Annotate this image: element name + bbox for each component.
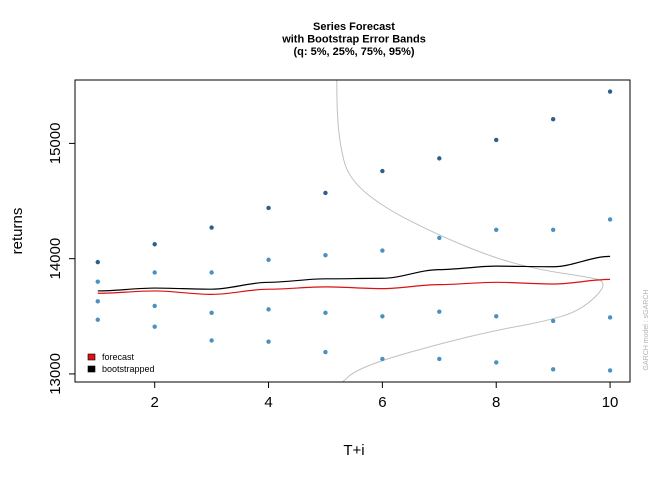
quantile-point-q1-t6: [380, 168, 385, 174]
quantile-point-q4-t3: [209, 338, 214, 343]
quantile-point-q3-t10: [607, 315, 613, 320]
y-tick-label-14000: 14000: [47, 238, 64, 280]
quantile-point-q3-t7: [437, 309, 442, 314]
legend: forecast bootstrapped: [87, 352, 155, 374]
density-curve: [336, 80, 604, 382]
x-tick-label-2: 2: [151, 394, 159, 411]
x-tick-label-6: 6: [378, 394, 386, 411]
quantile-point-q1-t2: [152, 242, 157, 247]
x-axis-label: T+i: [343, 442, 364, 459]
series-lines-layer: [97, 255, 611, 295]
series-line-forecast: [97, 278, 611, 295]
quantile-point-q2-t9: [550, 227, 556, 233]
quantile-point-q4-t2: [152, 324, 157, 329]
model-note: GARCH model : sGARCH: [643, 290, 650, 371]
quantile-point-q2-t2: [152, 270, 157, 275]
legend-swatch-forecast: [87, 353, 96, 361]
quantile-point-q4-t9: [550, 367, 556, 372]
quantile-point-q4-t8: [494, 360, 499, 365]
legend-label-forecast: forecast: [102, 352, 135, 362]
quantile-point-q4-t4: [266, 339, 271, 344]
quantile-point-q3-t9: [550, 318, 556, 324]
quantile-point-q3-t4: [266, 307, 271, 312]
quantile-point-q1-t3: [209, 225, 214, 230]
density-layer: [336, 80, 604, 382]
plot-frame: [74, 79, 631, 383]
x-tick-label-4: 4: [264, 394, 272, 411]
quantile-point-q1-t1: [95, 259, 100, 265]
x-tick-label-8: 8: [492, 394, 500, 411]
y-axis-label: returns: [9, 208, 26, 255]
quantile-point-q3-t2: [152, 303, 157, 309]
quantile-point-q3-t1: [95, 299, 100, 304]
quantile-point-q3-t6: [380, 314, 385, 319]
quantile-point-q2-t1: [95, 279, 100, 284]
quantile-point-q2-t3: [209, 270, 214, 275]
series-line-bootstrapped: [97, 255, 611, 292]
x-tick-label-10: 10: [602, 394, 619, 411]
quantile-point-q3-t8: [494, 314, 499, 319]
legend-swatch-bootstrapped: [87, 365, 96, 373]
quantile-point-q4-t10: [607, 368, 613, 373]
y-tick-label-15000: 15000: [47, 123, 64, 165]
title-line-2: with Bootstrap Error Bands: [281, 34, 426, 46]
quantile-point-q4-t5: [323, 349, 328, 355]
quantile-point-q4-t1: [95, 317, 100, 322]
quantile-point-q3-t3: [209, 310, 214, 316]
quantile-point-q1-t4: [266, 205, 271, 211]
quantile-point-q1-t9: [550, 116, 556, 122]
axes-layer: 2 4 6 8 10 13000 14000 15000 T+i returns: [9, 79, 631, 459]
quantile-point-q3-t5: [323, 310, 328, 316]
quantile-point-q4-t7: [437, 356, 442, 362]
quantile-point-q2-t7: [437, 235, 442, 241]
title-line-3: (q: 5%, 25%, 75%, 95%): [293, 46, 414, 58]
quantile-point-q1-t7: [437, 156, 442, 161]
quantile-point-q2-t5: [323, 253, 328, 258]
quantile-point-q1-t8: [494, 137, 499, 143]
legend-label-bootstrapped: bootstrapped: [102, 364, 155, 374]
quantile-point-q1-t5: [323, 190, 328, 196]
quantile-point-q2-t8: [494, 227, 499, 233]
quantile-point-q1-t10: [607, 89, 613, 94]
quantile-points-layer: [95, 89, 613, 373]
title-line-1: Series Forecast: [313, 21, 395, 33]
quantile-point-q2-t10: [607, 217, 613, 222]
quantile-point-q2-t4: [266, 257, 271, 263]
quantile-point-q2-t6: [380, 248, 385, 253]
quantile-point-q4-t6: [380, 356, 385, 362]
y-tick-label-13000: 13000: [47, 353, 64, 395]
